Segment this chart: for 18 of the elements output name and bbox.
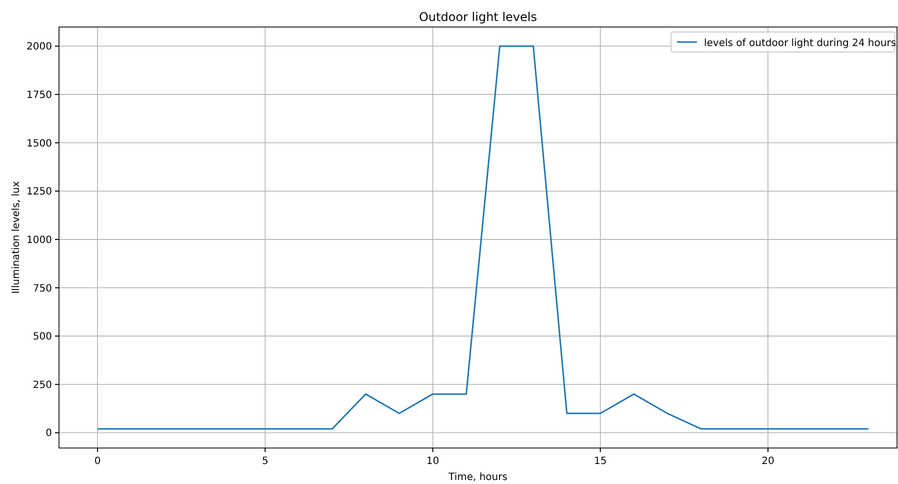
y-tick-label: 750	[32, 283, 52, 294]
x-axis-title: Time, hours	[448, 472, 508, 483]
y-tick-label: 1500	[26, 138, 52, 150]
x-tick-label: 10	[426, 456, 440, 467]
x-tick-label: 5	[262, 456, 268, 467]
legend-label: levels of outdoor light during 24 hours	[704, 38, 896, 49]
x-tick-label: 20	[762, 456, 774, 467]
y-tick-label: 500	[32, 332, 52, 343]
y-tick-label: 1000	[26, 234, 52, 246]
y-tick-label: 0	[46, 428, 52, 440]
y-axis-title: Illumination levels, lux	[11, 181, 22, 294]
chart-title: Outdoor light levels	[418, 10, 538, 24]
x-tick-label: 15	[594, 456, 607, 467]
y-tick-label: 2000	[26, 42, 52, 53]
y-tick-label: 1750	[26, 90, 52, 101]
x-tick-label: 0	[94, 456, 101, 467]
y-tick-label: 1250	[26, 186, 52, 198]
y-tick-label: 250	[32, 380, 52, 391]
